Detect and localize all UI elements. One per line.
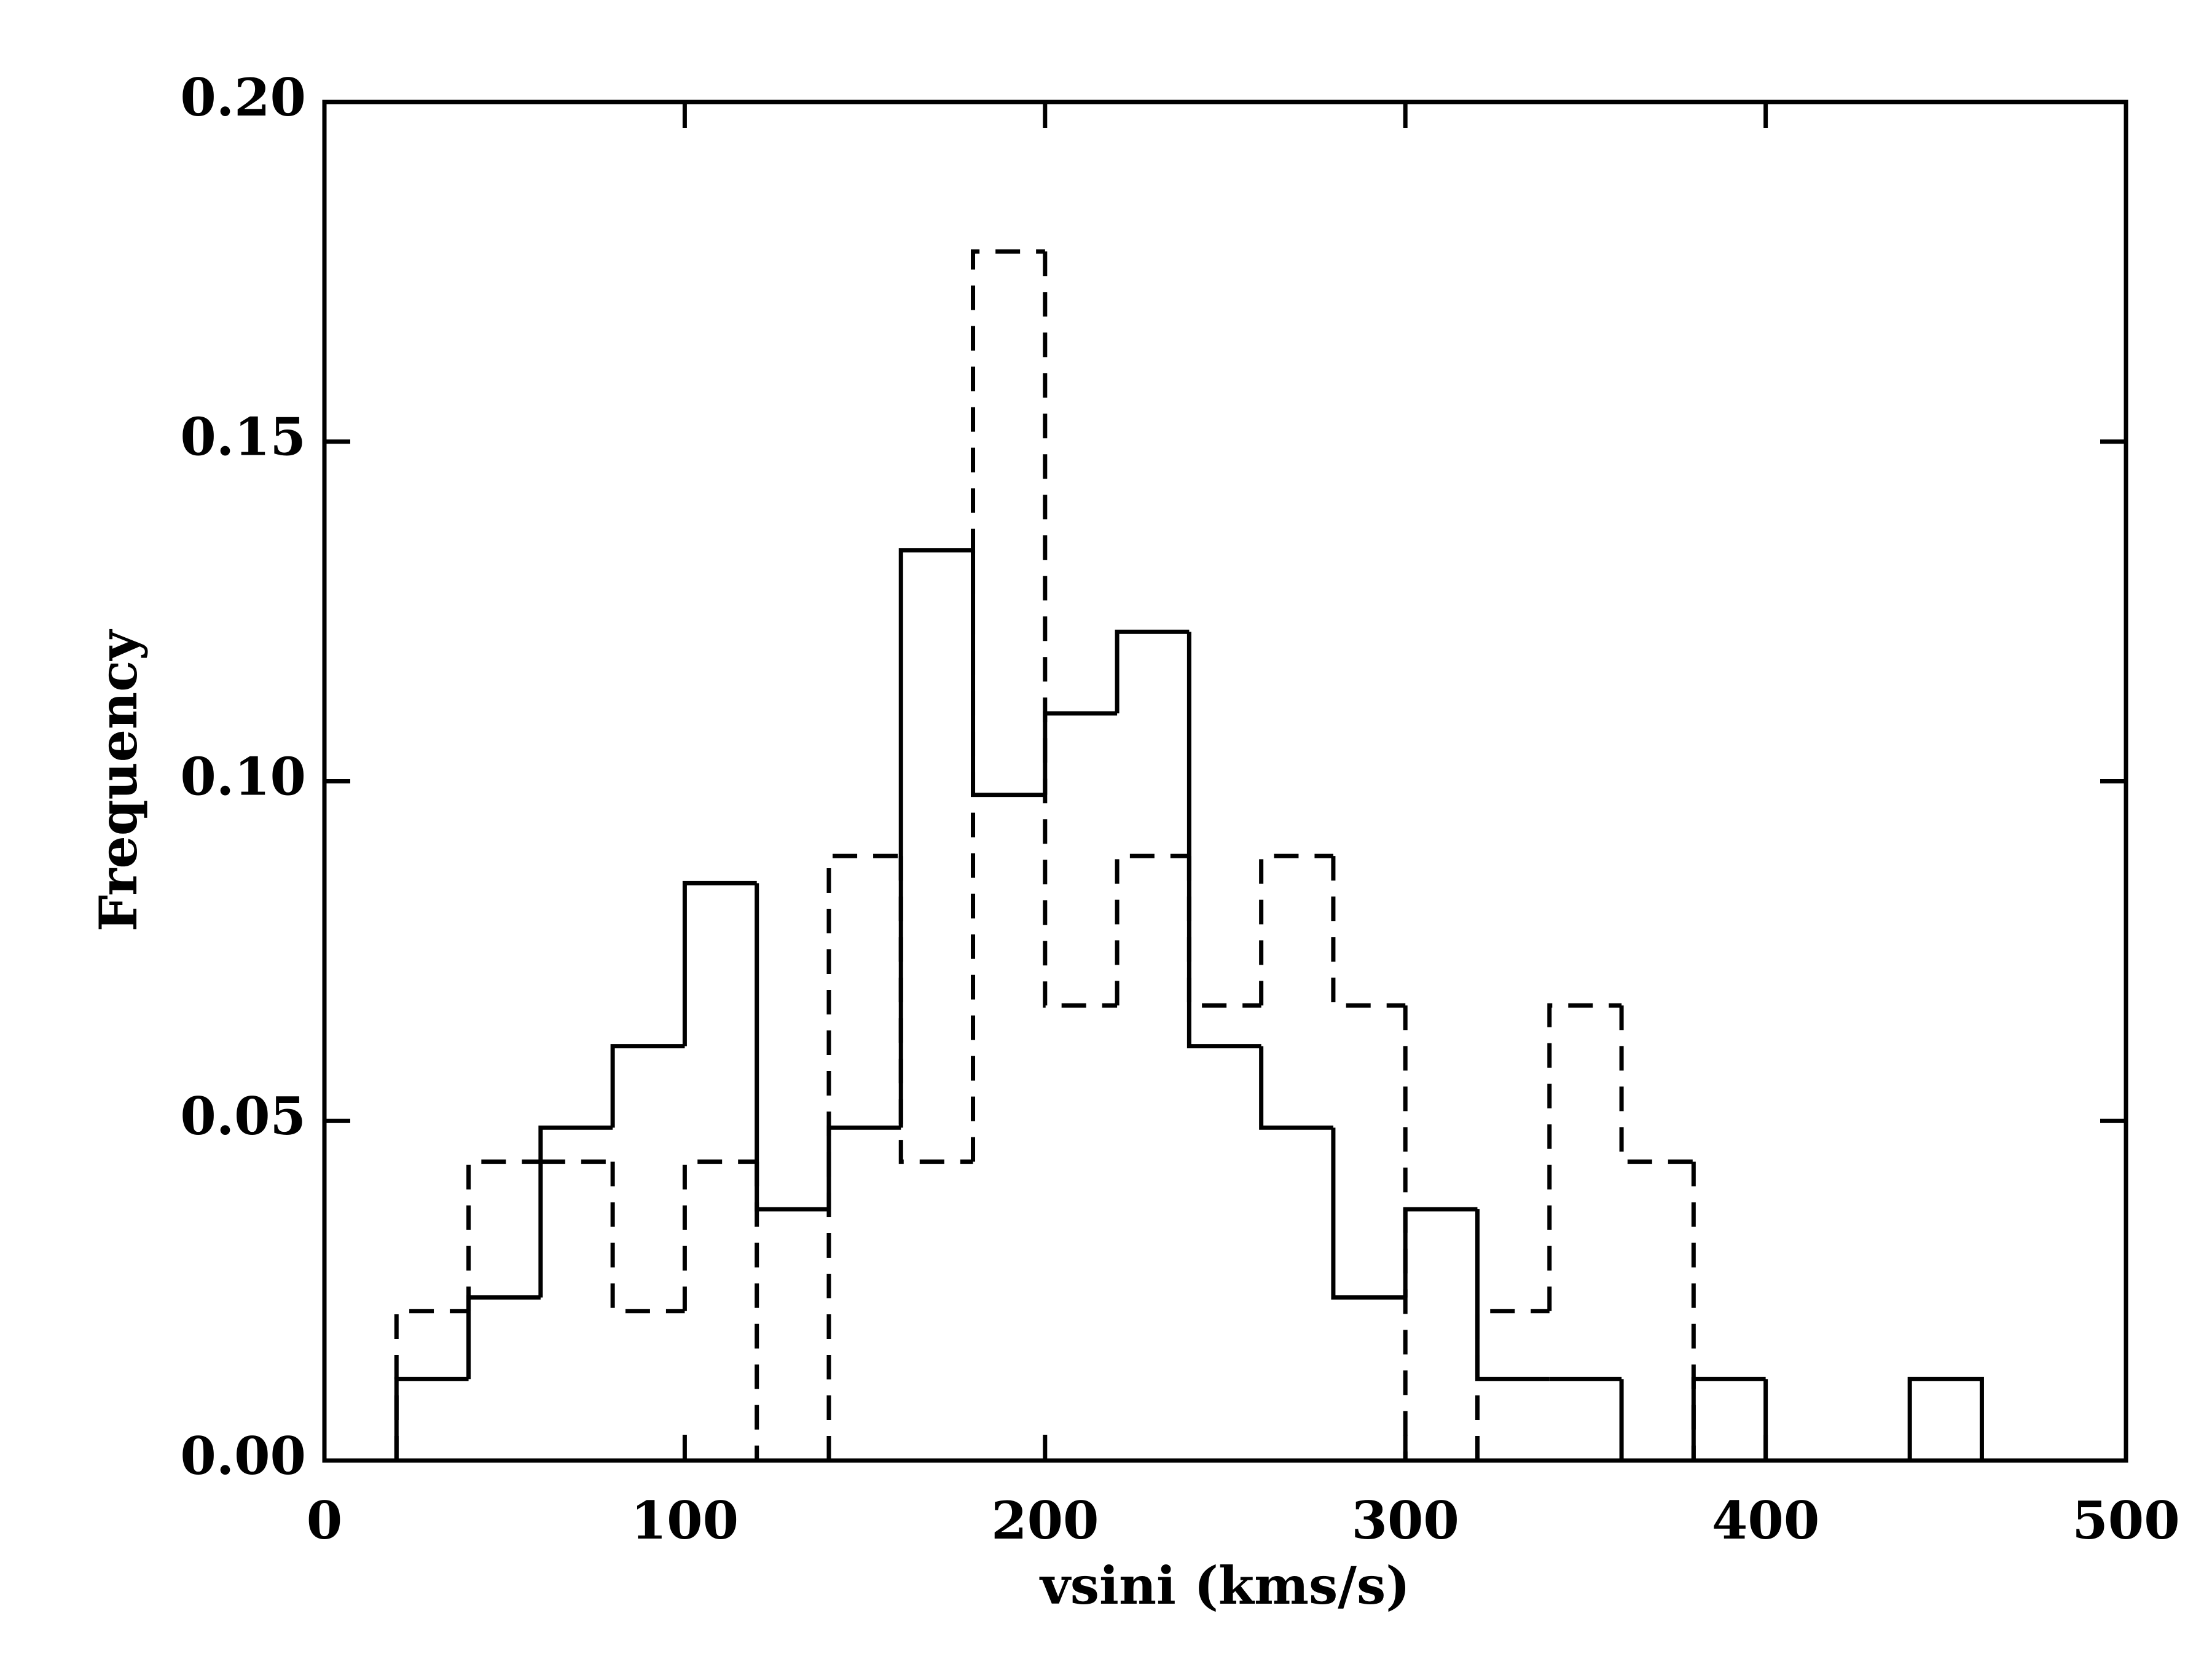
y-tick-label: 0.15 — [180, 407, 306, 468]
histogram-bin — [898, 856, 973, 1164]
y-tick-label: 0.20 — [180, 67, 306, 128]
histogram-bin — [755, 883, 829, 1212]
x-tick-label: 200 — [991, 1490, 1099, 1551]
histogram-bin — [1763, 1379, 1838, 1463]
histogram-bin — [394, 1309, 469, 1461]
histogram-bin — [1186, 856, 1261, 1008]
histogram-bin — [1259, 1046, 1333, 1130]
histogram-bin — [971, 550, 1045, 798]
x-tick-label: 400 — [1712, 1490, 1819, 1551]
histogram-bin — [1547, 1003, 1622, 1311]
x-tick-label: 0 — [307, 1490, 342, 1551]
x-axis-label: vsini (kms/s) — [1039, 1555, 1410, 1616]
histogram-bin — [682, 1159, 757, 1311]
histogram-bin — [394, 1376, 469, 1461]
histogram-bin — [1115, 629, 1190, 713]
histogram-bin — [1907, 1376, 1984, 1461]
y-tick-label: 0.05 — [180, 1086, 306, 1147]
y-tick-label: 0.10 — [180, 746, 306, 807]
histogram-bin — [1691, 1161, 1766, 1463]
histogram-bin — [610, 1161, 685, 1314]
histogram-bin — [1403, 1005, 1478, 1463]
histogram-bin — [1475, 1209, 1550, 1381]
histogram-bin — [1043, 251, 1118, 1008]
histogram-bin — [1186, 632, 1261, 1049]
plot-frame — [322, 100, 2128, 1463]
x-tick-label: 300 — [1352, 1490, 1459, 1551]
histogram-bin — [755, 1161, 829, 1463]
histogram-bin — [1619, 1005, 1694, 1164]
histogram-bin — [1259, 853, 1333, 1006]
histogram-bin — [1043, 711, 1118, 795]
histogram-bin — [538, 1125, 613, 1298]
histogram-bin — [1403, 1207, 1478, 1298]
histogram-bin — [1115, 853, 1190, 1006]
x-tick-label: 500 — [2072, 1490, 2179, 1551]
histogram-bin — [971, 249, 1045, 1162]
histogram-bin — [682, 880, 757, 1046]
histogram-bin — [1619, 1379, 1694, 1463]
y-axis-label: Frequency — [88, 629, 149, 931]
histogram-bin — [1331, 856, 1406, 1008]
y-tick-label: 0.00 — [180, 1426, 306, 1486]
histogram-bin — [610, 1044, 685, 1128]
x-tick-label: 100 — [631, 1490, 739, 1551]
histogram-bin — [1475, 1309, 1550, 1461]
histogram-bin — [466, 1295, 541, 1379]
histogram-bin — [898, 548, 973, 1128]
histogram-bin — [466, 1159, 541, 1311]
histogram-bin — [826, 853, 901, 1461]
histogram-bin — [826, 1125, 901, 1209]
histogram-bin — [1331, 1128, 1406, 1300]
histogram-bin — [1691, 1376, 1766, 1461]
